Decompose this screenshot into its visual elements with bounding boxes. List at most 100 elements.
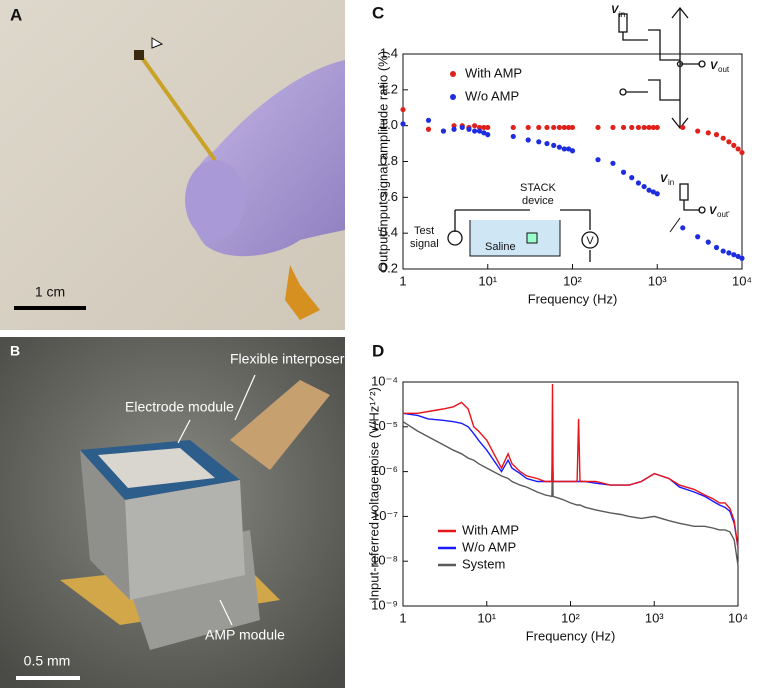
data-point (481, 124, 487, 131)
flex-cable (285, 265, 320, 320)
data-point (525, 124, 531, 131)
data-point (485, 124, 491, 131)
legend-label: With AMP (465, 65, 522, 80)
x-tick-label: 10¹ (477, 610, 496, 625)
data-point (476, 128, 483, 134)
data-point (459, 124, 465, 131)
annotation: out (718, 65, 730, 74)
plot-frame (402, 53, 743, 270)
signal-source (447, 230, 463, 246)
data-point (620, 169, 627, 175)
data-point (466, 126, 472, 132)
data-point (726, 139, 732, 145)
photo-a: A 1 cm (0, 0, 345, 330)
data-point (720, 248, 726, 254)
circuit-wires (622, 32, 648, 93)
stack-side (80, 450, 130, 600)
scale-label: 1 cm (35, 284, 65, 300)
data-point (735, 146, 741, 152)
data-point (635, 124, 642, 131)
y-axis-label: Input-referred voltage noise (V/Hz¹ᐟ²) (366, 387, 381, 601)
data-point (641, 124, 647, 131)
data-point (705, 239, 711, 245)
data-point (695, 234, 701, 240)
circuit-wires (454, 209, 591, 262)
annotation: V (586, 235, 594, 247)
legend-label: W/o AMP (465, 88, 519, 103)
annotation: in (668, 178, 674, 187)
data-point (536, 124, 542, 131)
data-point (400, 121, 406, 127)
data-point (720, 135, 726, 141)
data-point (566, 124, 572, 131)
resistor (679, 183, 689, 201)
data-point (629, 175, 635, 181)
y-tick-label: 10⁻⁶ (371, 463, 398, 478)
leader-line (234, 374, 256, 421)
data-point (544, 124, 550, 131)
y-tick-label: 0.2 (380, 260, 398, 275)
y-tick-label: 10⁻⁸ (371, 553, 398, 568)
legend-swatch (450, 94, 456, 100)
data-point (650, 189, 656, 195)
legend-label: System (462, 556, 505, 571)
data-point (635, 180, 642, 186)
electrode-pad (98, 448, 215, 488)
leader-line (669, 217, 681, 233)
data-point (731, 142, 737, 148)
data-point (510, 124, 516, 131)
annotation: V (611, 4, 620, 16)
panel-label: C (372, 3, 384, 22)
glove-finger (185, 160, 245, 240)
data-point (510, 133, 516, 140)
saline-bath (469, 220, 561, 257)
callout: Electrode module (125, 399, 234, 415)
stack-device (526, 232, 538, 244)
callout: Flexible interposer (230, 351, 345, 367)
terminal (698, 206, 706, 214)
data-line (402, 421, 739, 566)
arrowhead (151, 37, 164, 49)
data-point (595, 124, 601, 131)
y-tick-label: 1.4 (380, 45, 398, 60)
data-line (402, 412, 739, 548)
annotation: V (660, 173, 669, 185)
y-tick-label: 10⁻⁷ (372, 508, 398, 523)
annotation: STACK (520, 182, 557, 194)
data-point (476, 124, 483, 131)
data-point (561, 146, 567, 152)
y-tick-label: 0.8 (380, 153, 398, 168)
stack-front (125, 480, 245, 600)
data-point (610, 160, 616, 166)
data-point (680, 124, 686, 131)
data-point (425, 117, 432, 123)
x-tick-label: 10² (561, 610, 580, 625)
x-tick-label: 10² (563, 273, 582, 288)
annotation: in (619, 10, 625, 19)
y-axis-label: Output/input signal amplitude ratio (%) (375, 51, 390, 272)
data-point (731, 252, 737, 258)
data-point (425, 126, 432, 132)
leader-line (219, 599, 233, 626)
data-point (400, 106, 406, 113)
data-point (595, 157, 601, 163)
scale-label: 0.5 mm (24, 653, 71, 669)
annotation: V (710, 60, 719, 72)
legend-swatch (450, 71, 456, 77)
leader-line (177, 419, 191, 444)
annotation: signal (410, 238, 439, 250)
data-point (650, 124, 656, 131)
data-line (403, 383, 739, 548)
x-tick-label: 10¹ (478, 273, 497, 288)
data-point (629, 124, 635, 131)
data-point (485, 132, 491, 138)
circuit-wires (648, 6, 700, 130)
data-point (551, 142, 557, 148)
interposer (230, 380, 330, 470)
data-point (713, 132, 720, 138)
node (676, 60, 684, 68)
data-point (713, 244, 720, 251)
data-point (440, 128, 447, 134)
photo-b: B Flexible interposer Electrode module A… (0, 337, 345, 688)
data-point (569, 124, 576, 131)
